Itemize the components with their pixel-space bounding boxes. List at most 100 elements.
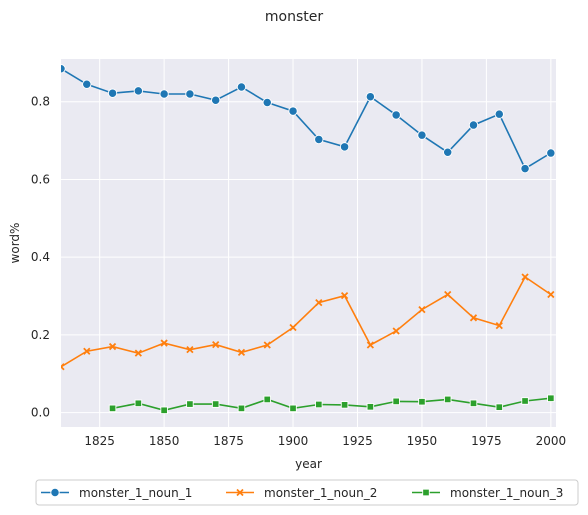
data-point: [547, 290, 555, 299]
x-marker-stroke: [236, 488, 244, 497]
legend-entry: monster_1_noun_3: [412, 486, 563, 500]
data-point: [391, 110, 401, 120]
x-marker-stroke: [547, 290, 555, 299]
y-tick-label: 0.0: [31, 406, 50, 420]
x-marker-stroke: [186, 346, 194, 354]
data-point: [107, 88, 118, 98]
y-tick-label: 0.8: [31, 95, 50, 109]
data-point: [520, 163, 530, 174]
data-point: [212, 340, 220, 349]
data-point: [418, 397, 426, 406]
y-tick-label: 0.2: [31, 328, 50, 342]
x-marker-stroke: [263, 341, 271, 349]
x-marker-stroke: [366, 341, 375, 349]
x-tick-label: 1925: [342, 434, 373, 448]
data-point: [365, 92, 376, 102]
y-tick-label: 0.4: [31, 250, 50, 264]
data-point: [108, 342, 117, 351]
x-marker-stroke: [134, 349, 142, 357]
x-marker-stroke: [289, 323, 297, 332]
y-axis-label: word%: [8, 223, 22, 264]
series-2: [61, 273, 555, 371]
data-point: [443, 147, 453, 157]
data-point: [133, 86, 143, 96]
x-axis-label: year: [295, 457, 322, 471]
data-point: [159, 89, 169, 99]
x-marker-stroke: [444, 290, 452, 299]
x-axis-ticks: 1825 1850 1875 1900 1925 1950 1975 2000: [84, 434, 566, 448]
x-marker-stroke: [212, 340, 220, 349]
y-axis-ticks: 0.0 0.2 0.4 0.6 0.8: [31, 95, 50, 420]
data-point: [160, 406, 168, 415]
data-point: [469, 314, 478, 322]
grid-lines: [61, 59, 556, 427]
series-line: [61, 275, 552, 368]
x-marker-stroke: [61, 365, 65, 371]
data-point: [315, 299, 323, 307]
data-point: [547, 394, 555, 402]
data-point: [288, 106, 298, 116]
chart-title: monster: [265, 9, 323, 25]
data-point: [366, 403, 375, 411]
x-tick-label: 1825: [84, 434, 115, 448]
legend: monster_1_noun_1 monster_1_noun_2 monster_…: [35, 479, 579, 506]
x-marker-stroke: [469, 314, 478, 322]
data-point: [339, 142, 350, 152]
data-point: [418, 306, 426, 314]
plot-area: [61, 59, 556, 427]
data-point: [186, 346, 194, 354]
series-layer: [61, 64, 556, 415]
data-point: [211, 95, 221, 105]
legend-marker: [422, 488, 430, 497]
x-marker-stroke: [83, 347, 91, 355]
data-point: [263, 395, 272, 404]
data-point: [160, 339, 168, 347]
x-marker-stroke: [61, 363, 65, 369]
x-marker-stroke: [521, 273, 529, 281]
data-point: [443, 395, 452, 404]
data-point: [314, 134, 324, 145]
data-point: [417, 130, 427, 140]
data-point: [392, 397, 400, 406]
data-point: [237, 404, 246, 413]
legend-label: monster_1_noun_2: [264, 486, 377, 500]
data-point: [211, 400, 220, 408]
series-1: [61, 64, 556, 174]
data-point: [340, 401, 349, 409]
data-point: [366, 341, 375, 349]
data-point: [444, 290, 452, 299]
data-point: [469, 399, 478, 408]
x-marker-stroke: [315, 299, 323, 307]
legend-marker: [50, 487, 60, 498]
data-point: [61, 363, 65, 371]
data-point: [108, 404, 117, 413]
data-point: [315, 400, 323, 409]
data-point: [289, 404, 297, 413]
data-point: [494, 109, 504, 119]
data-point: [521, 397, 529, 405]
data-point: [236, 82, 247, 92]
data-point: [340, 292, 349, 300]
x-tick-label: 1900: [278, 434, 309, 448]
data-point: [186, 400, 194, 408]
x-tick-label: 1975: [471, 434, 502, 448]
x-marker-stroke: [340, 292, 349, 300]
x-marker-stroke: [237, 348, 246, 357]
x-tick-label: 2000: [536, 434, 567, 448]
data-point: [83, 347, 91, 355]
x-tick-label: 1850: [149, 434, 180, 448]
data-point: [289, 323, 297, 332]
x-marker-stroke: [495, 321, 503, 330]
data-point: [185, 89, 195, 99]
data-point: [392, 327, 400, 335]
data-point: [237, 348, 246, 357]
data-point: [495, 321, 503, 330]
legend-label: monster_1_noun_1: [79, 486, 192, 500]
data-point: [521, 273, 529, 281]
data-point: [468, 120, 479, 130]
data-point: [61, 64, 66, 74]
series-3: [108, 394, 555, 415]
data-point: [495, 403, 504, 411]
x-tick-label: 1950: [407, 434, 438, 448]
